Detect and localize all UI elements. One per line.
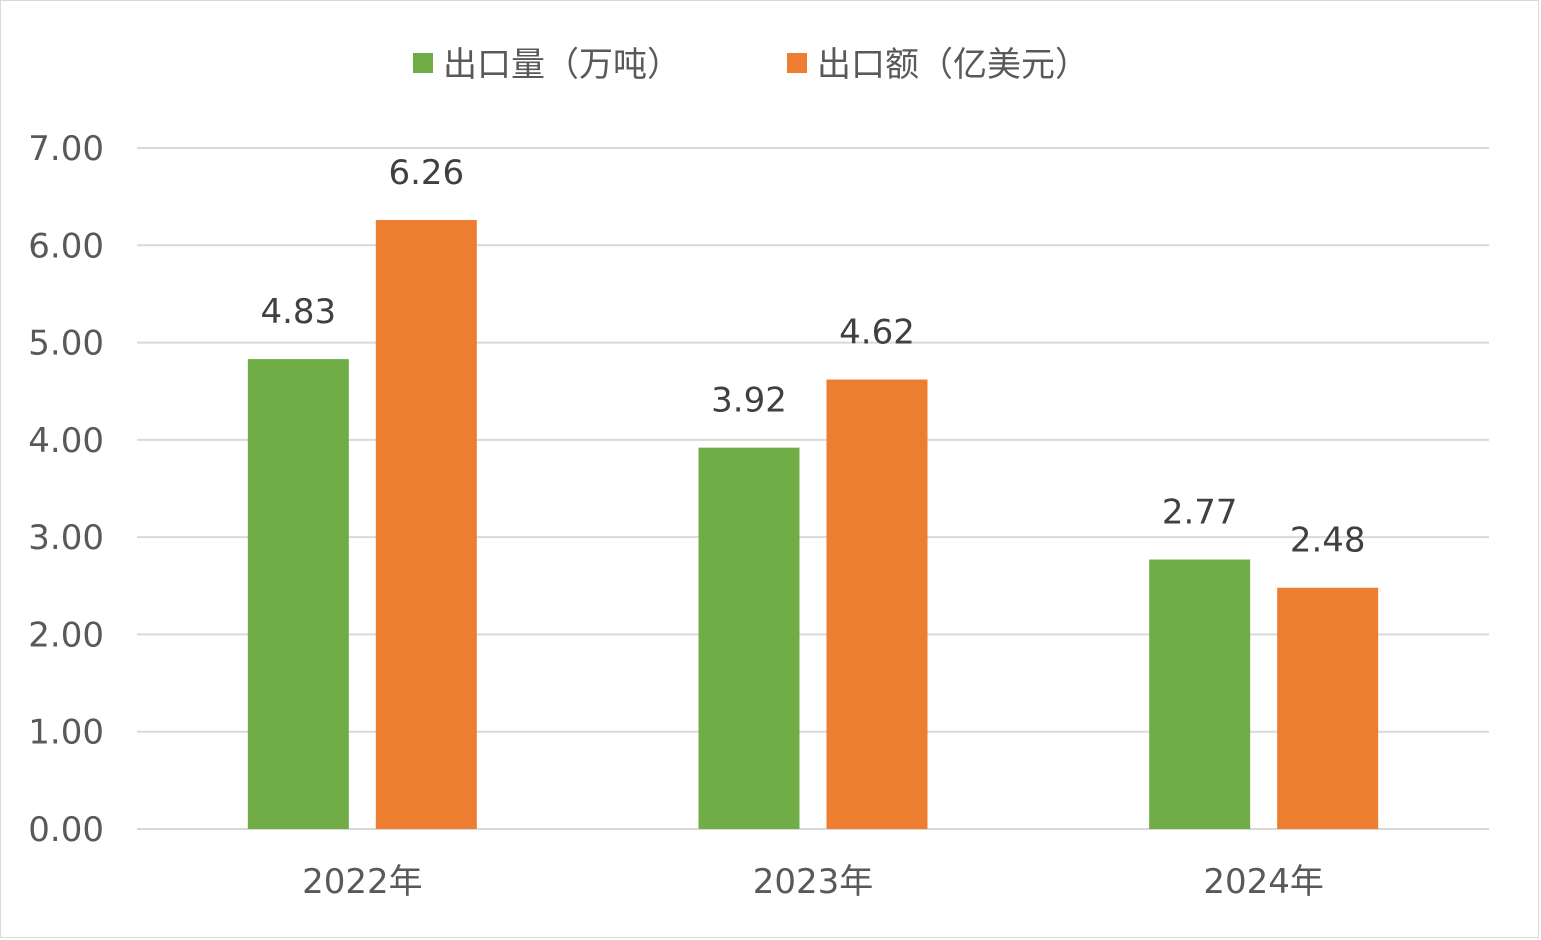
bar-export-volume-0 [247,359,349,829]
data-label: 4.62 [839,313,915,353]
y-tick-label: 2.00 [28,615,104,655]
legend-swatch-export-value [787,53,807,73]
data-labels: 4.83 6.26 3.92 4.62 2.77 2.48 [260,153,1365,561]
y-tick-label: 3.00 [28,518,104,558]
y-tick-label: 6.00 [28,226,104,266]
x-tick-label: 2022年 [302,862,423,902]
bar-export-volume-2 [1149,559,1251,829]
y-tick-label: 0.00 [28,810,104,850]
legend-label-export-volume: 出口量（万吨） [443,45,681,85]
y-tick-label: 7.00 [28,129,104,169]
bar-export-value-0 [375,219,477,829]
data-label: 4.83 [260,292,336,332]
bar-export-volume-1 [698,447,800,829]
y-tick-label: 1.00 [28,713,104,753]
legend-swatch-export-volume [413,53,433,73]
x-tick-label: 2023年 [753,862,874,902]
data-label: 6.26 [388,153,464,193]
bars [247,219,1379,829]
legend: 出口量（万吨） 出口额（亿美元） [413,45,1089,85]
data-label: 2.48 [1290,521,1366,561]
y-tick-label: 4.00 [28,421,104,461]
y-tick-label: 5.00 [28,324,104,364]
y-axis-tick-labels: 0.00 1.00 2.00 3.00 4.00 5.00 6.00 7.00 [28,129,104,850]
x-axis-tick-labels: 2022年 2023年 2024年 [302,862,1324,902]
gridlines [137,147,1489,830]
x-tick-label: 2024年 [1203,862,1324,902]
data-label: 2.77 [1162,493,1238,533]
bar-export-value-1 [826,379,928,829]
data-label: 3.92 [711,381,787,421]
bar-export-value-2 [1277,587,1379,829]
legend-label-export-value: 出口额（亿美元） [817,45,1089,85]
